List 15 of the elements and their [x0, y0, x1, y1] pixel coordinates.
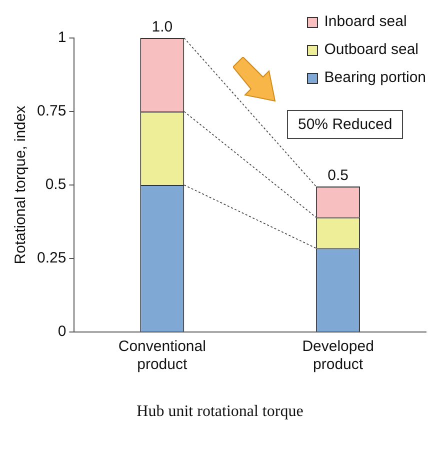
text: Hub unit rotational torque	[136, 403, 304, 421]
annotation: 50% Reduced	[287, 110, 404, 139]
x-tick-label: Developed product	[302, 338, 374, 374]
y-tick-label: 0.75	[36, 102, 66, 120]
y-tick-label: 1	[58, 29, 66, 46]
legend-label: Inboard seal	[324, 12, 407, 32]
total-label: 1.0	[152, 18, 173, 36]
x-tick-label: Conventional product	[118, 338, 206, 374]
y-tick-label: 0.25	[36, 250, 66, 267]
y-tick-label: 0	[58, 323, 66, 340]
total-label: 0.5	[328, 167, 348, 184]
y-tick-label: 0.5	[45, 176, 66, 194]
y-axis-title: Rotational torque, index	[12, 105, 30, 264]
legend-label: Outboard seal	[324, 40, 418, 60]
legend-label: Bearing portion	[324, 68, 426, 88]
